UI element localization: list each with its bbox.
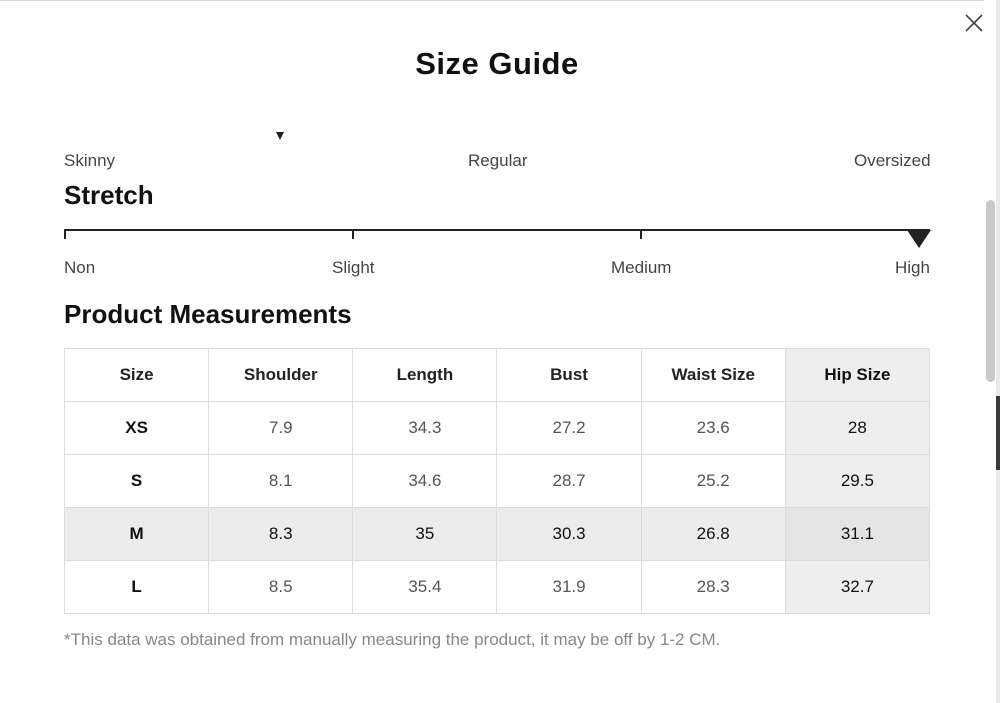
stretch-label-medium: Medium	[611, 258, 672, 277]
stretch-tick-non	[64, 229, 66, 239]
column-header-bust: Bust	[496, 348, 642, 402]
table-cell: 35.4	[352, 560, 498, 614]
modal-top-border	[0, 0, 1000, 1]
modal-title: Size Guide	[415, 46, 579, 81]
table-cell-size: XS	[63, 401, 210, 455]
table-cell: 31.9	[496, 560, 642, 614]
table-cell: 34.3	[352, 401, 498, 455]
table-cell: 28	[784, 401, 931, 455]
close-button[interactable]	[962, 11, 986, 35]
column-header-waist: Waist Size	[640, 348, 786, 402]
measurement-footnote: *This data was obtained from manually me…	[64, 630, 721, 649]
table-row-highlighted: M 8.3 35 30.3 26.8 31.1	[63, 507, 931, 561]
table-cell: 7.9	[208, 401, 354, 455]
close-icon	[965, 14, 983, 32]
table-cell: 26.8	[640, 507, 786, 561]
table-cell: 8.3	[208, 507, 354, 561]
measurements-table: Size Shoulder Length Bust Waist Size Hip…	[63, 348, 931, 614]
table-cell: 8.1	[208, 454, 354, 508]
table-cell: 25.2	[640, 454, 786, 508]
table-row: S 8.1 34.6 28.7 25.2 29.5	[63, 454, 931, 508]
table-row: XS 7.9 34.3 27.2 23.6 28	[63, 401, 931, 455]
background-page-edge	[996, 0, 1000, 703]
fit-label-regular: Regular	[468, 151, 528, 170]
column-header-hip: Hip Size	[784, 348, 931, 402]
column-header-size: Size	[63, 348, 210, 402]
table-header-row: Size Shoulder Length Bust Waist Size Hip…	[63, 348, 931, 402]
table-cell: 27.2	[496, 401, 642, 455]
stretch-indicator-marker	[907, 230, 931, 248]
background-page-element	[996, 396, 1000, 470]
scrollbar-thumb[interactable]	[986, 200, 995, 382]
column-header-length: Length	[352, 348, 498, 402]
stretch-tick-slight	[352, 229, 354, 239]
stretch-tick-medium	[640, 229, 642, 239]
table-cell: 34.6	[352, 454, 498, 508]
fit-label-oversized: Oversized	[854, 151, 931, 170]
fit-label-skinny: Skinny	[64, 151, 116, 170]
fit-indicator-marker	[276, 132, 284, 140]
stretch-scale-line	[64, 229, 930, 231]
table-cell: 28.3	[640, 560, 786, 614]
table-cell-size: L	[63, 560, 210, 614]
table-cell: 28.7	[496, 454, 642, 508]
stretch-heading: Stretch	[64, 180, 154, 210]
stretch-label-high: High	[895, 258, 930, 277]
table-cell: 30.3	[496, 507, 642, 561]
table-cell-size: S	[63, 454, 210, 508]
table-cell: 8.5	[208, 560, 354, 614]
stretch-label-non: Non	[64, 258, 96, 277]
table-row: L 8.5 35.4 31.9 28.3 32.7	[63, 560, 931, 614]
table-cell: 29.5	[784, 454, 931, 508]
table-cell: 23.6	[640, 401, 786, 455]
table-cell-size: M	[63, 507, 210, 561]
product-measurements-heading: Product Measurements	[64, 299, 352, 329]
table-cell: 35	[352, 507, 498, 561]
table-cell: 31.1	[784, 507, 931, 561]
stretch-label-slight: Slight	[332, 258, 375, 277]
column-header-shoulder: Shoulder	[208, 348, 354, 402]
table-cell: 32.7	[784, 560, 931, 614]
